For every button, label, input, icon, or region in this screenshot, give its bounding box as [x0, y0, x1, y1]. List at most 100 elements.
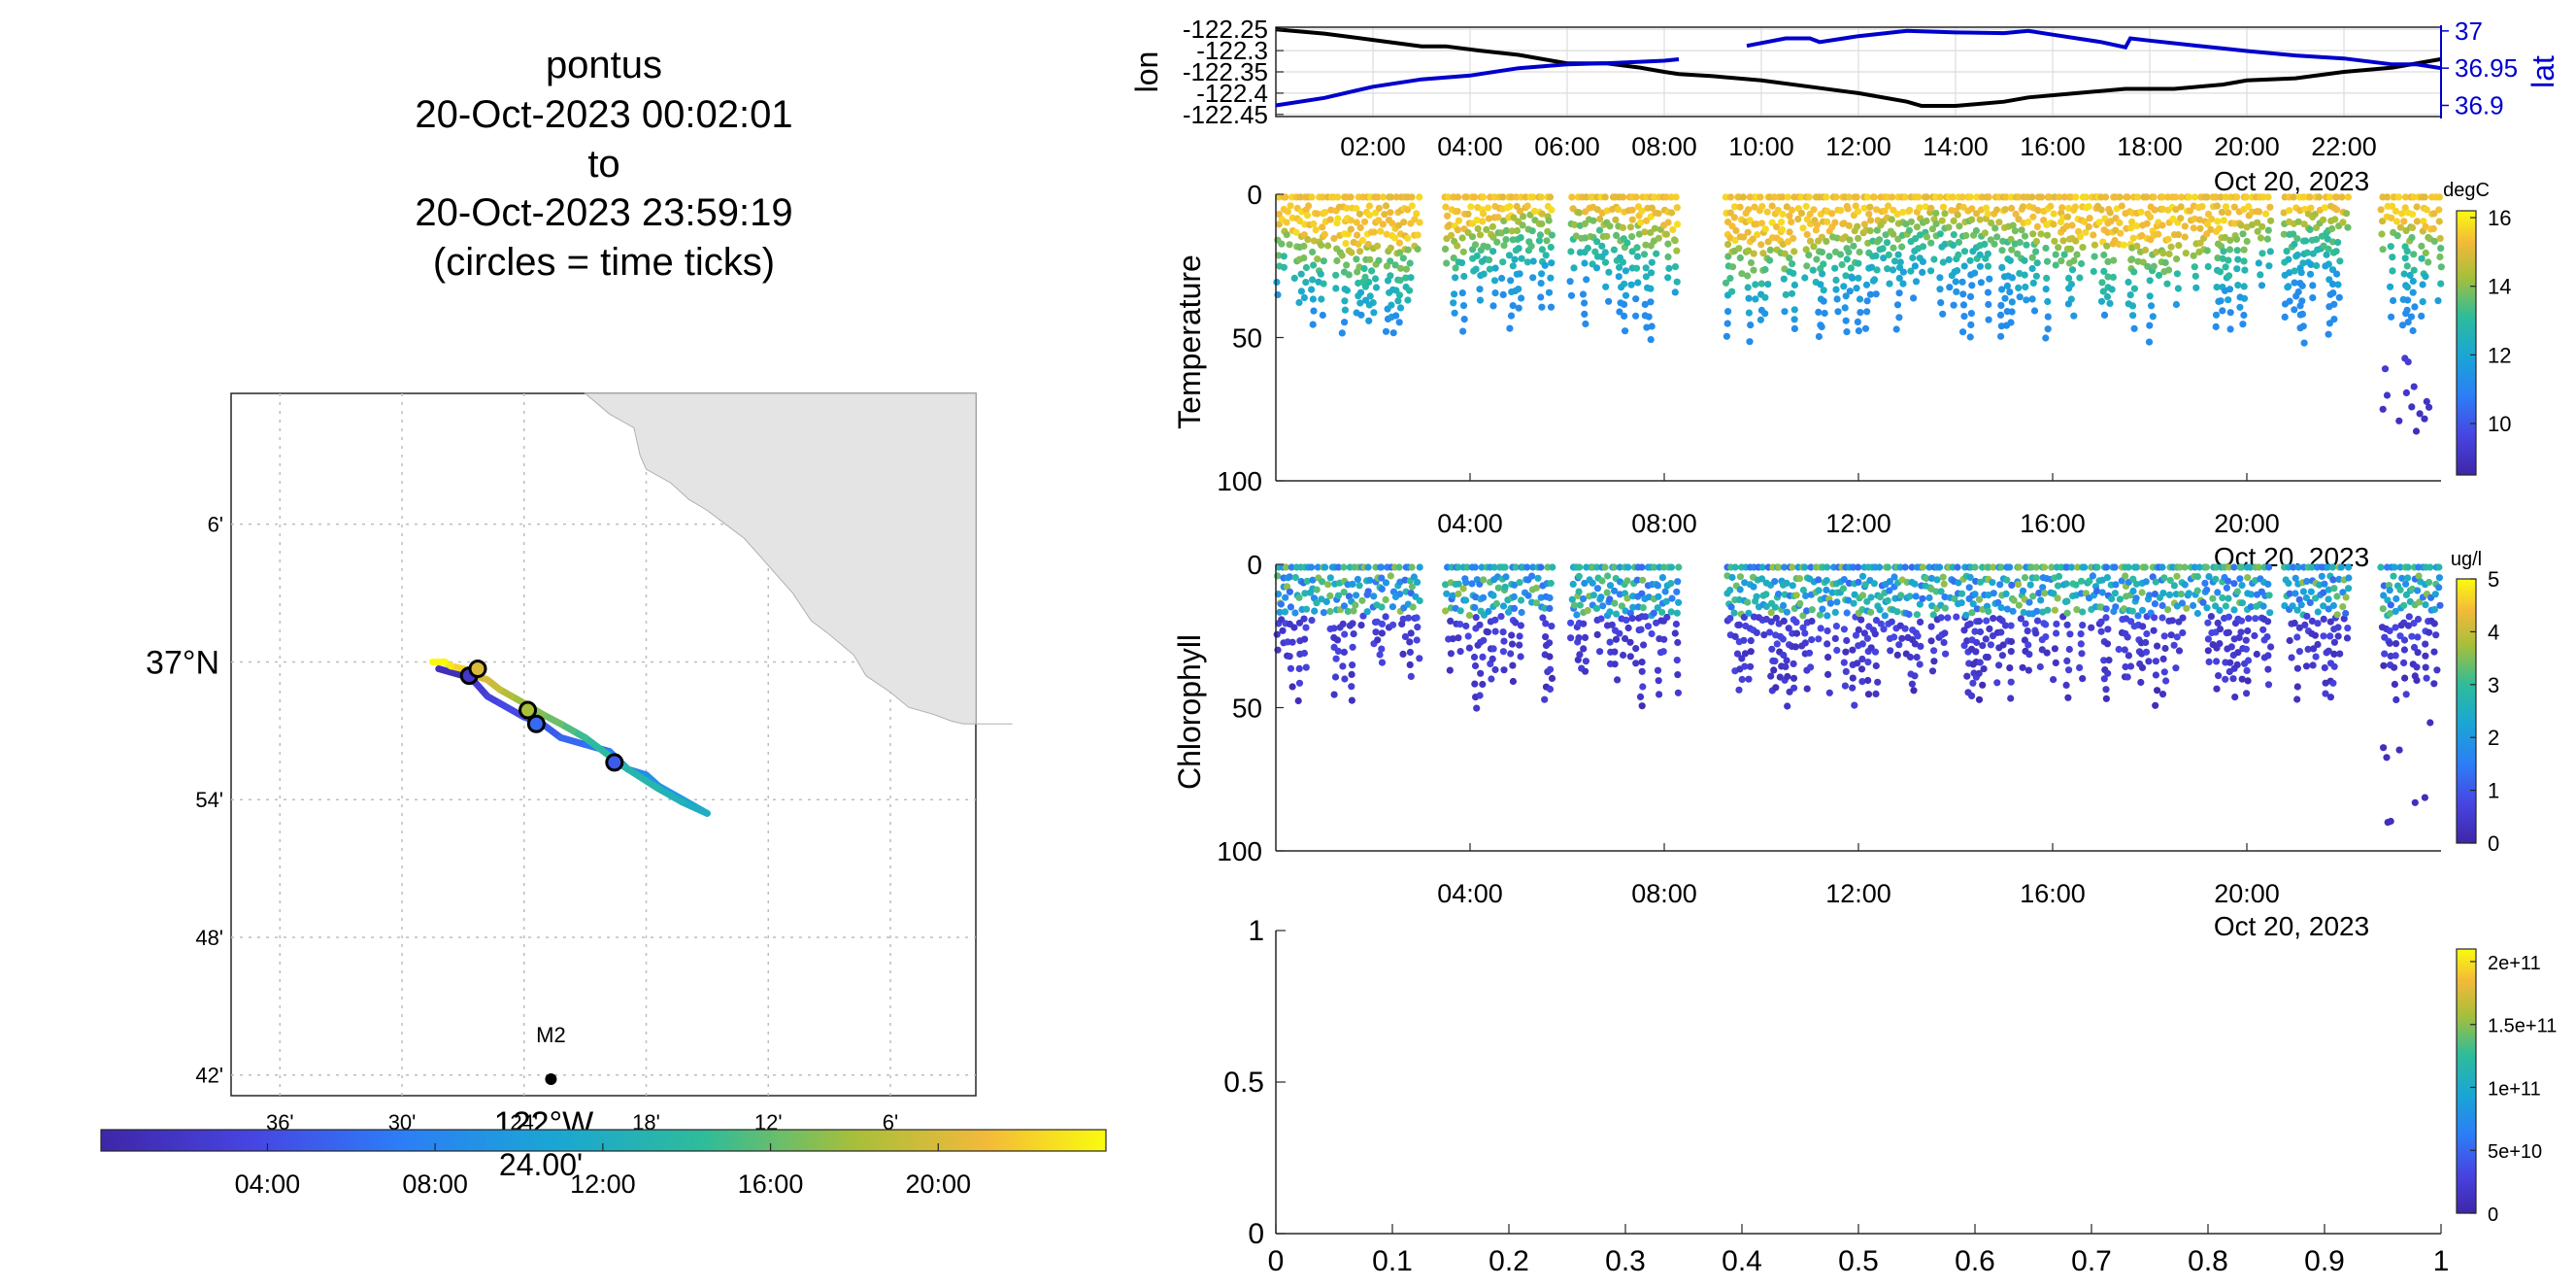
chlorophyll-point [1925, 593, 1933, 602]
chlorophyll-point [2137, 678, 2145, 687]
temperature-point [2293, 235, 2301, 243]
chlorophyll-point [1906, 653, 1915, 661]
temperature-point [1790, 234, 1797, 242]
chlorophyll-point [2413, 663, 2421, 671]
temperature-point [2191, 272, 2199, 280]
temperature-point [1930, 255, 1938, 263]
chlorophyll-point [2054, 582, 2062, 590]
temperature-point [2024, 218, 2032, 226]
chlorophyll-point [2435, 574, 2443, 582]
temperature-point [2151, 206, 2158, 214]
temperature-point [1396, 249, 1404, 256]
temperature-point [2057, 257, 2065, 265]
temperature-point [2051, 237, 2058, 245]
chlorophyll-point [1775, 591, 1783, 598]
chlorophyll-point [1313, 586, 1321, 593]
chlorophyll-point [2329, 601, 2337, 610]
temperature-point [1499, 193, 1507, 201]
temperature-point [1282, 193, 1289, 201]
temperature-point [1318, 295, 1325, 303]
temperature-point [2067, 295, 2075, 303]
chlorophyll-point [2386, 627, 2393, 635]
temperature-point [1462, 193, 1470, 201]
chlorophyll-point [1783, 579, 1790, 588]
chlorophyll-point [2301, 621, 2309, 629]
temperature-point [1387, 193, 1395, 201]
temperature-point [1464, 210, 1472, 218]
temperature-point [1726, 209, 1734, 217]
temperature-point [2104, 228, 2112, 236]
temperature-point [2344, 223, 2352, 231]
temperature-point [2307, 260, 2315, 268]
chlorophyll-point [1582, 658, 1589, 665]
chlorophyll-point [1592, 563, 1601, 571]
temperature-point [1640, 251, 1649, 258]
temperature-point [1761, 293, 1769, 301]
temperature-point [2146, 213, 2155, 220]
temperature-point [2068, 221, 2076, 229]
temperature-point [2212, 322, 2220, 330]
chlorophyll-point [1738, 675, 1746, 684]
chlorophyll-point [2160, 632, 2168, 640]
temperature-point [2222, 193, 2230, 201]
temperature-point [1778, 219, 1786, 226]
chlorophyll-point [2222, 602, 2229, 610]
temperature-point [1972, 226, 1980, 235]
temperature-point [1872, 252, 1880, 259]
chlorophyll-point [1339, 620, 1347, 628]
temperature-point [2086, 215, 2093, 222]
temperature-point [1984, 262, 1992, 270]
temperature-point [1502, 236, 1510, 244]
chlorophyll-point [1576, 601, 1584, 609]
temperature-point [1722, 193, 1729, 201]
map-colorbar-tick-label: 08:00 [402, 1169, 468, 1199]
temperature-point [1828, 210, 1836, 218]
chlorophyll-point [2414, 587, 2422, 594]
chlorophyll-point [2164, 606, 2172, 614]
temperature-point [1397, 264, 1405, 272]
chlorophyll-point [2340, 615, 2348, 623]
temperature-point [1392, 193, 1400, 201]
temperature-point [2219, 254, 2226, 262]
temperature-point [2042, 244, 2050, 253]
temperature-point [1382, 202, 1390, 210]
chlorophyll-point [2025, 598, 2033, 606]
chlorophyll-point [2212, 575, 2220, 583]
temperature-point [1283, 219, 1290, 226]
chlorophyll-point [2386, 587, 2393, 594]
temperature-point [1949, 241, 1957, 250]
chlorophyll-point [1488, 675, 1495, 683]
temperature-point [1932, 209, 1940, 218]
chlorophyll-point [1997, 604, 2005, 612]
chlorophyll-point [2067, 563, 2076, 571]
temperature-point [1364, 240, 1372, 249]
chlorophyll-point [1612, 635, 1621, 643]
temperature-point [1567, 291, 1576, 299]
temperature-point [1953, 288, 1960, 295]
temperature-point [1916, 231, 1924, 239]
temperature-point [1853, 193, 1860, 201]
temperature-point [2174, 231, 2183, 239]
chlorophyll-point [1984, 654, 1991, 661]
temperature-point [1768, 202, 1776, 210]
temperature-point [1476, 231, 1485, 239]
temperature-point [1818, 322, 1825, 331]
temperature-point [1634, 279, 1642, 287]
temperature-point [2078, 259, 2086, 268]
chlorophyll-point [2121, 646, 2128, 654]
chlorophyll-point [1850, 563, 1857, 571]
chlorophyll-point [2415, 572, 2423, 580]
temperature-point [2001, 206, 2009, 214]
temperature-point [1752, 281, 1759, 288]
temperature-point [2037, 230, 2045, 238]
chlorophyll-point [2179, 628, 2187, 637]
chlorophyll-point [2048, 563, 2056, 571]
temperature-point [1768, 219, 1776, 226]
temperature-point [1746, 193, 1754, 201]
temperature-point [1863, 193, 1872, 201]
chlorophyll-point [2152, 658, 2159, 665]
temperature-point [1985, 193, 1992, 201]
chlorophyll-point [1471, 563, 1479, 571]
chlorophyll-point [1675, 563, 1683, 571]
